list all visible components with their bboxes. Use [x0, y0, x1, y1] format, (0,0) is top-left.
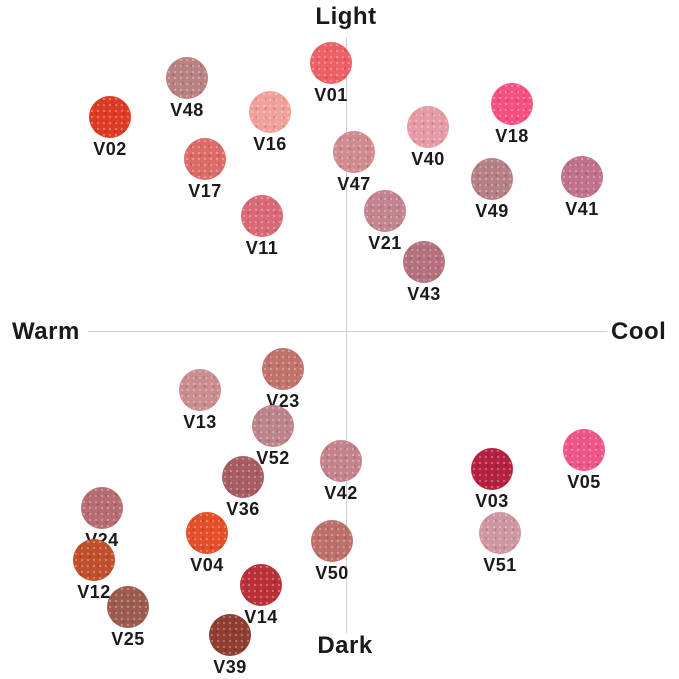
shade-label: V16 [253, 134, 287, 154]
shade-label: V36 [226, 499, 260, 519]
shade-label: V42 [324, 483, 358, 503]
shade-label: V03 [475, 491, 509, 511]
shade-label: V11 [245, 238, 279, 258]
shade-swatch-V21: V21 [364, 190, 406, 253]
shade-label: V17 [188, 181, 222, 201]
shade-color-dot [241, 195, 283, 237]
shade-swatch-V17: V17 [184, 138, 226, 201]
shade-color-dot [240, 564, 282, 606]
shade-color-dot [403, 241, 445, 283]
shade-color-dot [333, 131, 375, 173]
shade-label: V18 [495, 126, 529, 146]
shade-swatch-V01: V01 [310, 42, 352, 105]
shade-label: V39 [213, 657, 247, 677]
shade-color-dot [310, 42, 352, 84]
shade-label: V41 [565, 199, 599, 219]
shade-swatch-V48: V48 [166, 57, 208, 120]
shade-color-dot [561, 156, 603, 198]
shade-swatch-V23: V23 [262, 348, 304, 411]
shade-swatch-V16: V16 [249, 91, 291, 154]
shade-swatch-V40: V40 [407, 106, 449, 169]
horizontal-axis-line [88, 331, 607, 332]
shade-label: V43 [407, 284, 441, 304]
shade-swatch-V51: V51 [479, 512, 521, 575]
shade-swatch-V12: V12 [73, 539, 115, 602]
shade-label: V12 [77, 582, 111, 602]
shade-color-dot [107, 586, 149, 628]
shade-label: V25 [111, 629, 145, 649]
shade-label: V49 [475, 201, 509, 221]
shade-label: V05 [567, 472, 601, 492]
shade-swatch-V50: V50 [311, 520, 353, 583]
shade-swatch-V42: V42 [320, 440, 362, 503]
shade-color-dot [166, 57, 208, 99]
shade-swatch-V52: V52 [252, 405, 294, 468]
shade-color-dot [89, 96, 131, 138]
shade-color-dot [563, 429, 605, 471]
shade-label: V14 [244, 607, 278, 627]
shade-color-dot [179, 369, 221, 411]
shade-swatch-V05: V05 [563, 429, 605, 492]
shade-swatch-V43: V43 [403, 241, 445, 304]
shade-swatch-V02: V02 [89, 96, 131, 159]
shade-swatch-V11: V11 [241, 195, 283, 258]
shade-label: V50 [315, 563, 349, 583]
axis-label-light: Light [315, 3, 377, 30]
shade-swatch-V14: V14 [240, 564, 282, 627]
shade-label: V21 [368, 233, 402, 253]
shade-swatch-V36: V36 [222, 456, 264, 519]
shade-label: V47 [337, 174, 371, 194]
shade-color-dot [364, 190, 406, 232]
shade-swatch-V39: V39 [209, 614, 251, 677]
shade-swatch-V25: V25 [107, 586, 149, 649]
shade-color-dot [407, 106, 449, 148]
shade-color-dot [73, 539, 115, 581]
shade-swatch-V03: V03 [471, 448, 513, 511]
shade-color-dot [479, 512, 521, 554]
shade-color-dot [262, 348, 304, 390]
axis-label-dark: Dark [317, 632, 373, 659]
shade-swatch-V41: V41 [561, 156, 603, 219]
shade-swatch-V18: V18 [491, 83, 533, 146]
shade-color-dot [184, 138, 226, 180]
shade-color-dot [222, 456, 264, 498]
shade-color-dot [186, 512, 228, 554]
shade-swatch-V49: V49 [471, 158, 513, 221]
shade-color-dot [471, 448, 513, 490]
shade-color-dot [249, 91, 291, 133]
axis-label-warm: Warm [12, 318, 80, 345]
shade-label: V48 [170, 100, 204, 120]
shade-swatch-V24: V24 [81, 487, 123, 550]
shade-color-dot [491, 83, 533, 125]
shade-color-dot [471, 158, 513, 200]
shade-color-dot [311, 520, 353, 562]
shade-swatch-V13: V13 [179, 369, 221, 432]
shade-label: V51 [483, 555, 517, 575]
shade-color-dot [252, 405, 294, 447]
shade-label: V01 [314, 85, 348, 105]
axis-label-cool: Cool [611, 318, 667, 345]
shade-label: V02 [93, 139, 127, 159]
shade-label: V40 [411, 149, 445, 169]
shade-color-dot [320, 440, 362, 482]
shade-color-dot [81, 487, 123, 529]
shade-swatch-V47: V47 [333, 131, 375, 194]
vertical-axis-line [346, 38, 347, 633]
shade-label: V13 [183, 412, 217, 432]
shade-swatch-V04: V04 [186, 512, 228, 575]
shade-label: V04 [190, 555, 224, 575]
shade-color-dot [209, 614, 251, 656]
shade-label: V52 [256, 448, 290, 468]
